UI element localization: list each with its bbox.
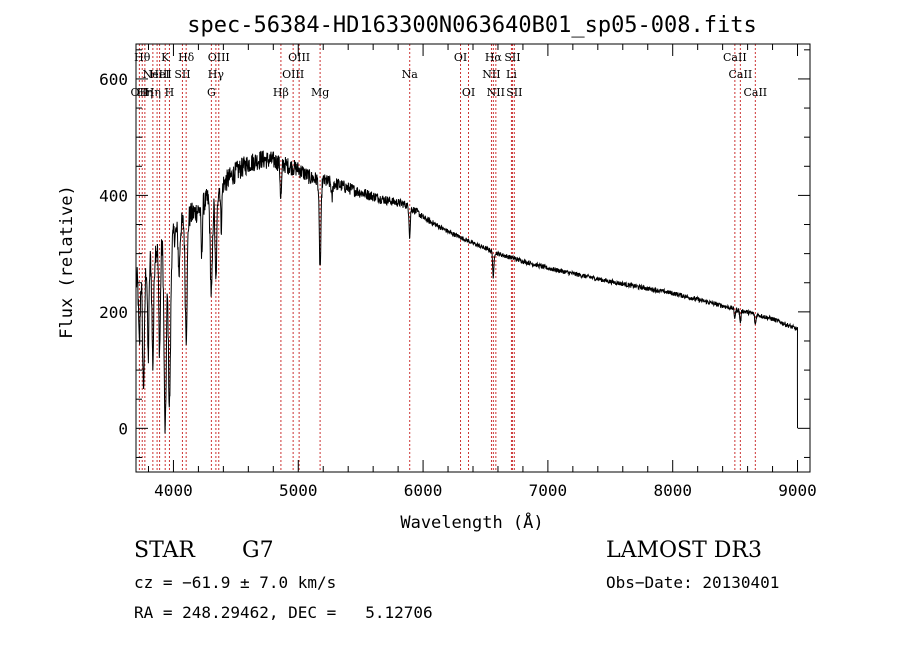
line-marker-label-15: OIII: [288, 51, 310, 64]
x-tick-label: 7000: [529, 481, 568, 500]
line-marker-label-0: OII: [131, 86, 149, 99]
spectral-subclass: G7: [242, 538, 274, 563]
line-marker-label-13: Hβ: [273, 86, 289, 99]
line-marker-label-9: Hδ: [178, 51, 195, 64]
line-marker-label-16: Mg: [311, 86, 329, 99]
line-marker-label-1: Hθ: [134, 51, 151, 64]
line-marker-label-24: SII: [504, 51, 520, 64]
line-marker-label-19: OI: [462, 86, 475, 99]
line-marker-label-4: NeIII: [143, 68, 172, 81]
line-marker-label-8: SII: [174, 68, 190, 81]
line-marker-label-26: CaII: [723, 51, 747, 64]
x-tick-label: 9000: [778, 481, 817, 500]
axis-tick-labels: 4000 5000 6000 7000 8000 9000 0 200 400 600: [99, 70, 817, 500]
line-marker-label-14: OIII: [282, 68, 304, 81]
line-marker-label-6: K: [161, 51, 170, 64]
line-marker-label-11: Hγ: [208, 68, 225, 81]
axis-ticks: [136, 44, 810, 472]
y-tick-label: 600: [99, 70, 128, 89]
spectrum-line: [135, 150, 798, 434]
line-marker-label-20: NII: [482, 68, 500, 81]
line-marker-label-23: Li: [506, 68, 517, 81]
y-axis-label: Flux (relative): [57, 185, 77, 339]
y-tick-label: 400: [99, 186, 128, 205]
x-tick-label: 4000: [154, 481, 193, 500]
line-marker-label-21: Hα: [485, 51, 503, 64]
line-marker-label-12: OIII: [208, 51, 230, 64]
line-marker-label-10: G: [207, 86, 216, 99]
coordinates-text: RA = 248.29462, DEC = 5.12706: [134, 603, 433, 622]
line-marker-label-17: Na: [402, 68, 419, 81]
line-markers: [138, 44, 756, 472]
survey-name: LAMOST DR3: [606, 538, 762, 563]
line-marker-label-18: OI: [454, 51, 467, 64]
plot-frame: [135, 43, 811, 473]
chart-title: spec-56384-HD163300N063640B01_sp05-008.f…: [187, 13, 757, 38]
y-tick-label: 200: [99, 303, 128, 322]
x-tick-label: 6000: [404, 481, 443, 500]
x-tick-label: 8000: [653, 481, 692, 500]
x-axis-label: Wavelength (Å): [400, 511, 543, 533]
line-marker-label-3: Hη: [145, 86, 161, 99]
obs-date-text: Obs−Date: 20130401: [606, 573, 780, 592]
line-marker-label-5: HeI: [149, 68, 169, 81]
object-type: STAR: [134, 538, 195, 563]
line-marker-label-7: H: [165, 86, 175, 99]
line-marker-label-22: NII: [487, 86, 505, 99]
line-marker-label-28: CaII: [743, 86, 767, 99]
x-tick-label: 5000: [279, 481, 318, 500]
line-marker-label-25: SII: [506, 86, 522, 99]
redshift-text: cz = −61.9 ± 7.0 km/s: [134, 573, 337, 592]
line-marker-label-27: CaII: [729, 68, 753, 81]
y-tick-label: 0: [118, 419, 128, 438]
line-marker-label-2: Hη: [137, 86, 153, 99]
